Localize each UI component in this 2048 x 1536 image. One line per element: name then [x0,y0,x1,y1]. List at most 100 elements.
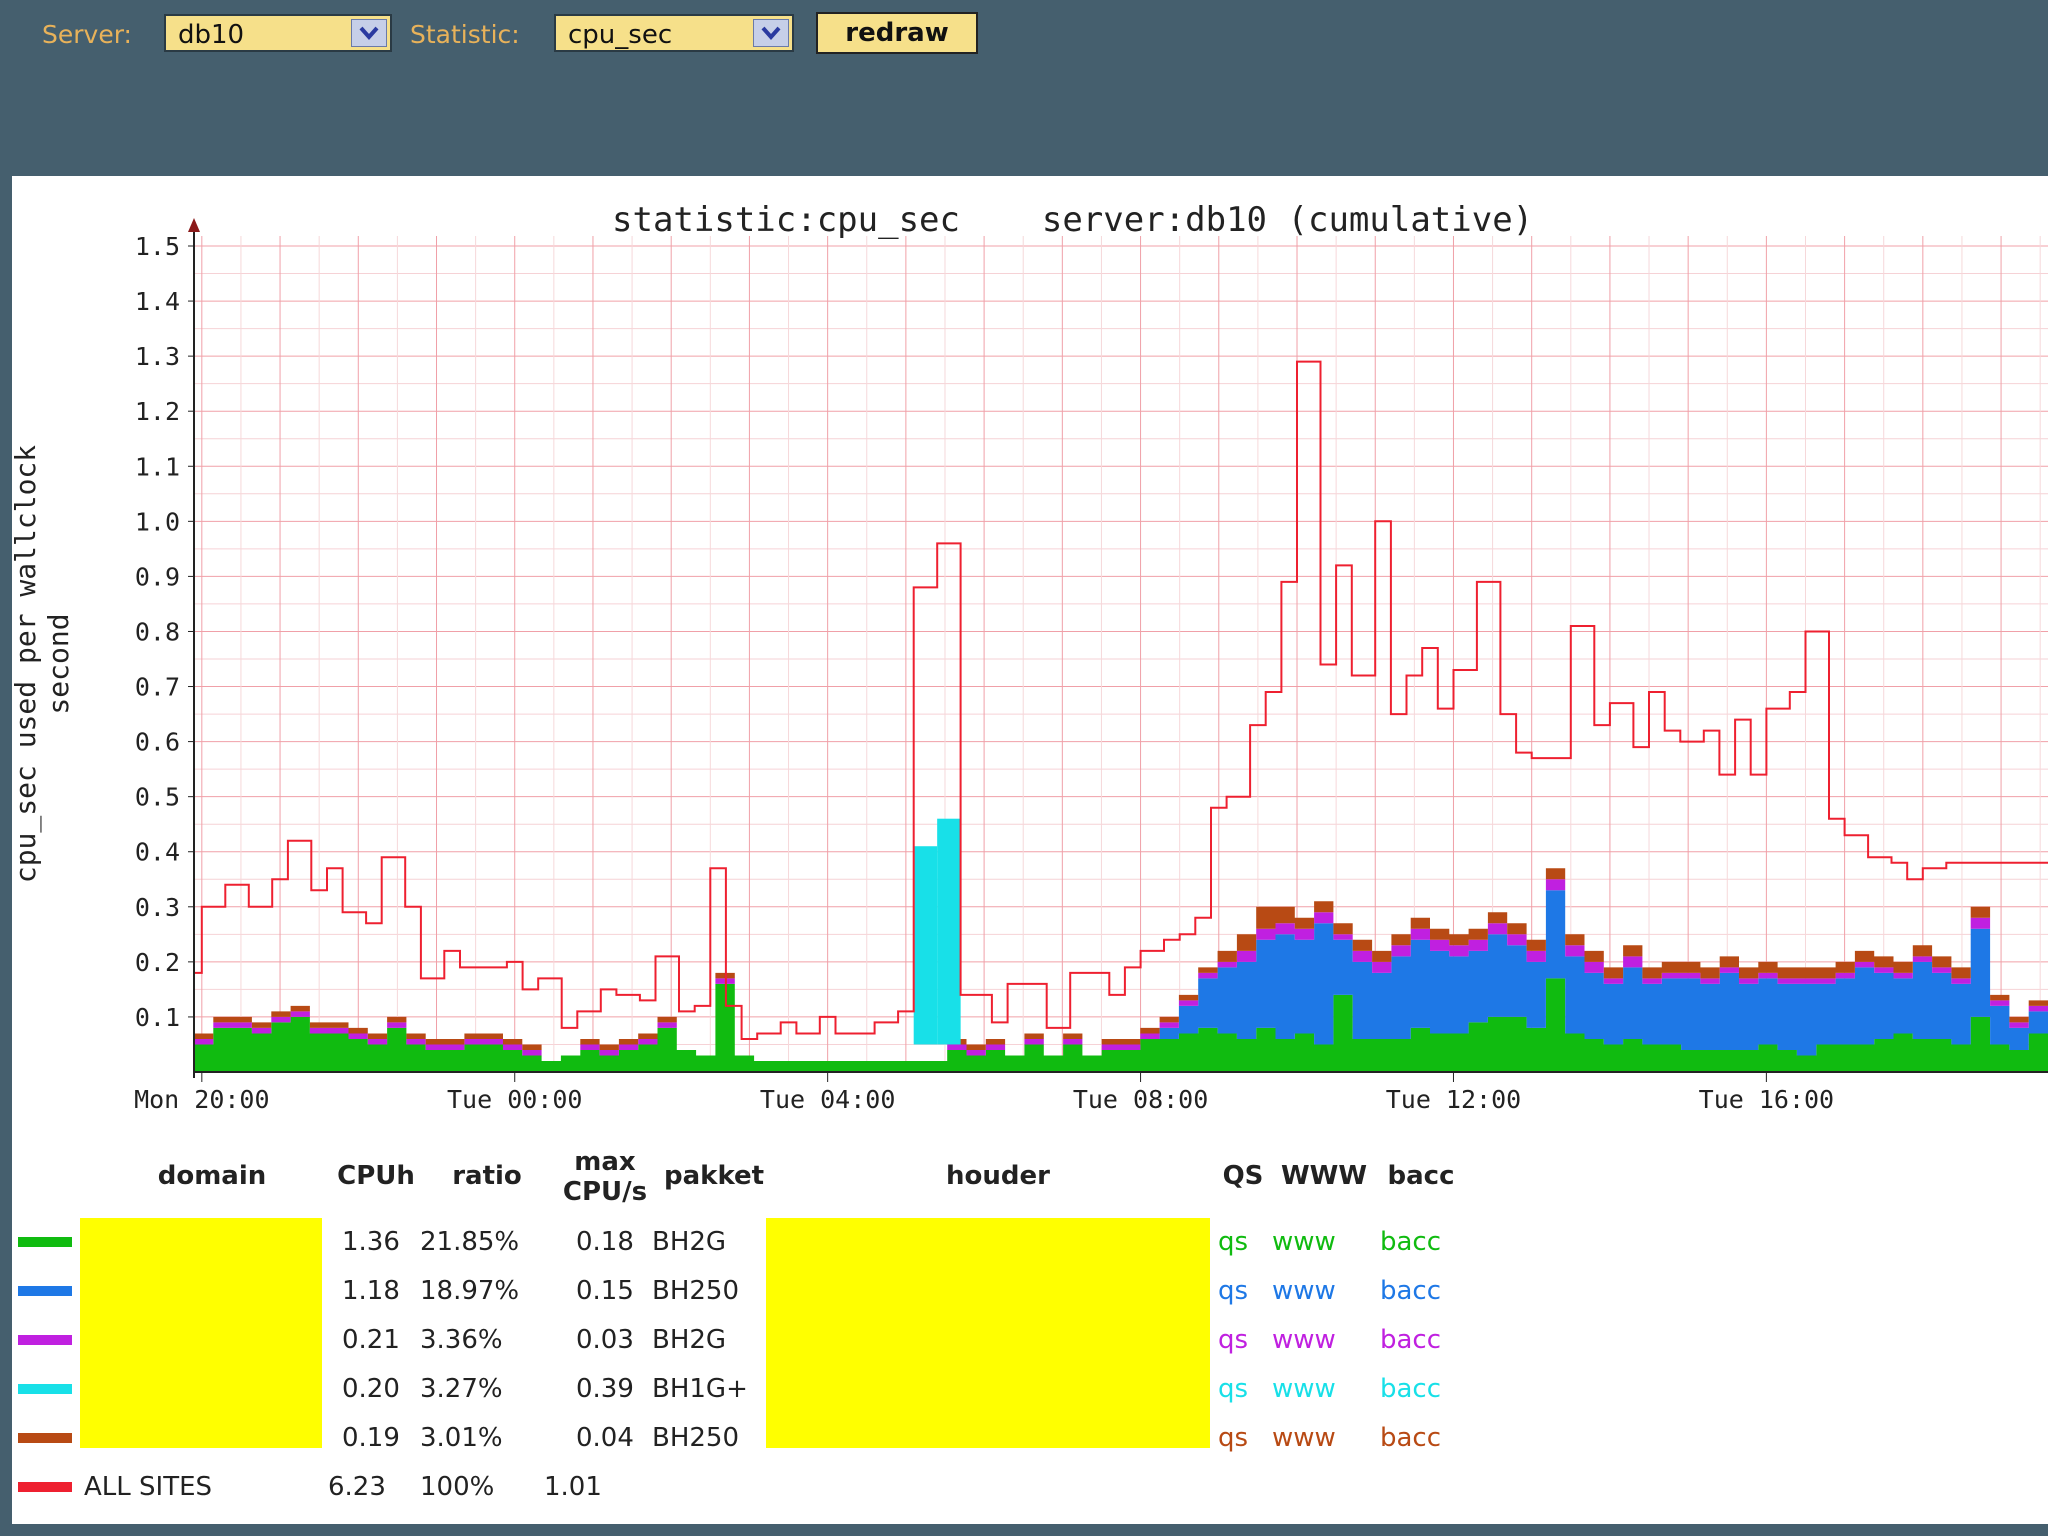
series-color-swatch [18,1433,72,1443]
www-link[interactable]: www [1272,1325,1336,1355]
y-tick-label: 0.9 [135,562,180,591]
legend-row: 1.36 21.85% 0.18 BH2G qs www bacc [12,1221,1512,1261]
chart-axes: 0.1 0.2 0.3 0.4 0.5 0.6 0.7 0.8 0.9 1.0 1.1 1.2 1.3 1… [134,218,2048,1114]
y-tick-label: 0.3 [135,893,180,922]
series-color-swatch [18,1237,72,1247]
y-tick-label: 1.4 [135,287,180,316]
series-area [194,890,2048,1061]
header-cpuh: CPUh [337,1161,415,1191]
toolbar: Server: db10 Statistic: cpu_sec redraw [0,0,2048,176]
chart-areas [194,818,2048,1072]
chevron-down-icon[interactable] [351,19,387,47]
qs-link[interactable]: qs [1218,1374,1249,1404]
row-max: 0.03 [576,1325,634,1355]
server-select-value: db10 [178,20,245,50]
cpu-chart: 0.1 0.2 0.3 0.4 0.5 0.6 0.7 0.8 0.9 1.0 1.1 1.2 1.3 1… [134,218,2048,1114]
y-axis-arrow-icon [188,218,200,232]
chart-overlay [194,360,2048,1040]
y-tick-label: 0.5 [135,783,180,812]
qs-link[interactable]: qs [1218,1325,1249,1355]
row-max: 0.18 [576,1227,634,1257]
y-tick-label: 0.8 [135,617,180,646]
row-cpuh: 0.19 [342,1423,400,1453]
header-bacc: bacc [1387,1161,1455,1191]
header-qs: QS [1222,1161,1264,1191]
y-tick-label: 0.4 [135,838,180,867]
series-color-swatch [18,1286,72,1296]
chart-title: statistic:cpu_sec server:db10 (cumulativ… [612,200,1534,240]
qs-link[interactable]: qs [1218,1276,1249,1306]
legend-row: 0.19 3.01% 0.04 BH250 qs www bacc [12,1417,1512,1457]
bacc-link[interactable]: bacc [1380,1374,1442,1404]
header-cpu-per-s: CPU/s [562,1177,648,1207]
y-tick-label: 1.3 [135,342,180,371]
legend-row: 0.20 3.27% 0.39 BH1G+ qs www bacc [12,1368,1512,1408]
total-max: 1.01 [544,1472,602,1502]
total-color-swatch [18,1482,72,1492]
header-houder: houder [946,1161,1050,1191]
x-tick-label: Tue 12:00 [1386,1085,1521,1114]
row-ratio: 3.01% [420,1423,503,1453]
row-ratio: 21.85% [420,1227,520,1257]
row-cpuh: 0.21 [342,1325,400,1355]
www-link[interactable]: www [1272,1227,1336,1257]
statistic-label: Statistic: [410,20,520,49]
server-label: Server: [42,20,132,49]
row-max: 0.39 [576,1374,634,1404]
header-www: WWW [1280,1161,1368,1191]
statistic-select-value: cpu_sec [568,20,673,50]
y-tick-label: 0.7 [135,673,180,702]
series-area [194,879,2048,1061]
row-max: 0.15 [576,1276,634,1306]
y-tick-label: 0.2 [135,948,180,977]
series-color-swatch [18,1335,72,1345]
redraw-button[interactable]: redraw [816,12,978,54]
series-area [194,978,2048,1072]
bacc-link[interactable]: bacc [1380,1325,1442,1355]
row-pakket: BH2G [652,1227,727,1257]
houder-redaction [766,1218,1210,1448]
www-link[interactable]: www [1272,1276,1336,1306]
bacc-link[interactable]: bacc [1380,1276,1442,1306]
total-cpuh: 6.23 [328,1472,386,1502]
row-ratio: 18.97% [420,1276,520,1306]
x-tick-label: Tue 08:00 [1073,1085,1208,1114]
row-cpuh: 1.18 [342,1276,400,1306]
x-tick-label: Tue 04:00 [760,1085,895,1114]
graph-panel: statistic:cpu_sec server:db10 (cumulativ… [9,176,2048,1524]
header-max: max [574,1147,636,1177]
row-cpuh: 1.36 [342,1227,400,1257]
row-ratio: 3.36% [420,1325,503,1355]
row-pakket: BH2G [652,1325,727,1355]
total-ratio: 100% [420,1472,495,1502]
header-domain: domain [157,1161,267,1191]
y-tick-label: 1.0 [135,507,180,536]
chevron-down-icon[interactable] [753,19,789,47]
chart-grid [194,236,2048,1073]
row-cpuh: 0.20 [342,1374,400,1404]
x-tick-label: Mon 20:00 [134,1085,269,1114]
statistic-select[interactable]: cpu_sec [554,14,794,52]
legend-total-row: ALL SITES 6.23 100% 1.01 [12,1466,1512,1506]
header-max-cpu: max CPU/s [546,1147,664,1207]
qs-link[interactable]: qs [1218,1423,1249,1453]
header-pakket: pakket [664,1161,765,1191]
y-tick-label: 0.1 [135,1003,180,1032]
server-select[interactable]: db10 [164,14,392,52]
www-link[interactable]: www [1272,1423,1336,1453]
row-pakket: BH1G+ [652,1374,748,1404]
bacc-link[interactable]: bacc [1380,1423,1442,1453]
www-link[interactable]: www [1272,1374,1336,1404]
legend-row: 1.18 18.97% 0.15 BH250 qs www bacc [12,1270,1512,1310]
series-area [194,868,2048,1061]
x-tick-label: Tue 00:00 [447,1085,582,1114]
header-ratio: ratio [452,1161,522,1191]
cyan-spike-bar [913,846,938,1045]
cyan-spike-bar [937,818,961,1045]
qs-link[interactable]: qs [1218,1227,1249,1257]
y-tick-label: 1.2 [135,397,180,426]
all-sites-line [194,360,2048,1040]
domain-redaction [80,1218,322,1448]
bacc-link[interactable]: bacc [1380,1227,1442,1257]
x-tick-label: Tue 16:00 [1699,1085,1834,1114]
